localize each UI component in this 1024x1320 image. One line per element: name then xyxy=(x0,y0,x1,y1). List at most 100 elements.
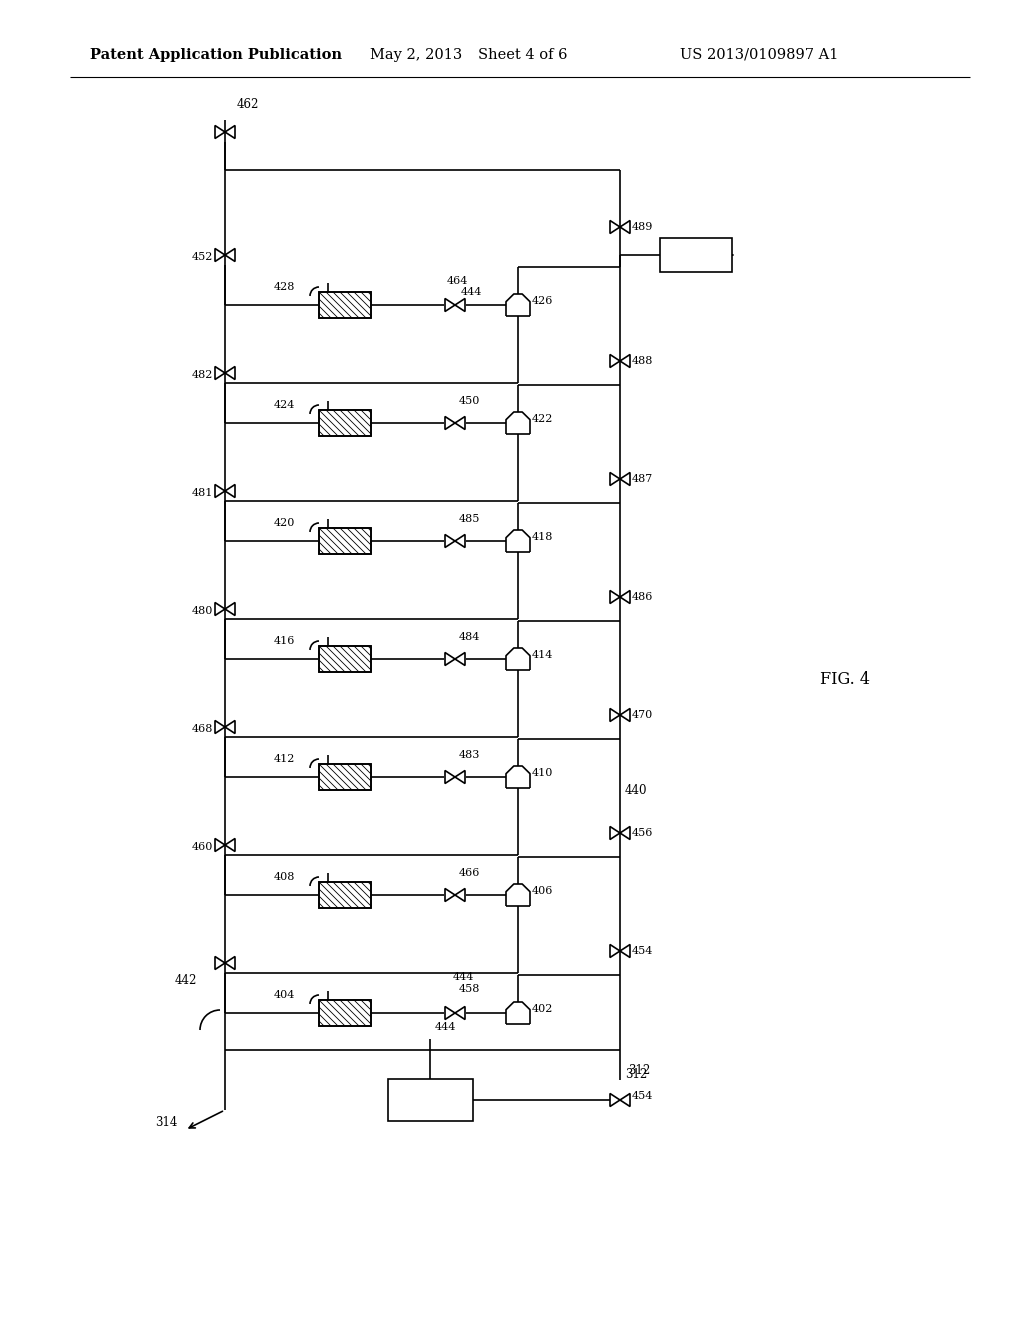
Polygon shape xyxy=(225,248,234,261)
Polygon shape xyxy=(225,721,234,734)
Polygon shape xyxy=(215,248,225,261)
Bar xyxy=(319,764,371,789)
Polygon shape xyxy=(610,826,620,840)
Polygon shape xyxy=(455,298,465,312)
Polygon shape xyxy=(215,721,225,734)
Text: 454: 454 xyxy=(632,946,653,956)
Text: 488: 488 xyxy=(632,356,653,366)
Polygon shape xyxy=(455,652,465,665)
Text: Sheet 4 of 6: Sheet 4 of 6 xyxy=(478,48,567,62)
Text: 444: 444 xyxy=(461,286,482,297)
Polygon shape xyxy=(225,602,234,615)
Polygon shape xyxy=(455,535,465,548)
Bar xyxy=(319,882,371,908)
Polygon shape xyxy=(610,1093,620,1106)
Polygon shape xyxy=(215,484,225,498)
Bar xyxy=(319,645,371,672)
Text: 444: 444 xyxy=(453,972,474,982)
Polygon shape xyxy=(445,298,455,312)
Polygon shape xyxy=(610,709,620,722)
Text: 466: 466 xyxy=(459,869,480,878)
Text: 468: 468 xyxy=(191,723,213,734)
Polygon shape xyxy=(610,945,620,957)
Polygon shape xyxy=(610,590,620,603)
Text: 454: 454 xyxy=(632,1092,653,1101)
Polygon shape xyxy=(215,602,225,615)
Text: 444: 444 xyxy=(435,1022,457,1032)
Text: 456: 456 xyxy=(632,828,653,838)
Text: 440: 440 xyxy=(625,784,647,796)
Text: 483: 483 xyxy=(459,750,480,760)
Polygon shape xyxy=(455,417,465,429)
Text: 486: 486 xyxy=(632,591,653,602)
Polygon shape xyxy=(225,957,234,969)
Polygon shape xyxy=(445,771,455,784)
Polygon shape xyxy=(620,709,630,722)
Text: 426: 426 xyxy=(532,296,553,306)
Text: 404: 404 xyxy=(273,990,295,1001)
Text: 481: 481 xyxy=(191,488,213,498)
Text: 414: 414 xyxy=(532,649,553,660)
Polygon shape xyxy=(215,367,225,380)
Text: 314: 314 xyxy=(155,1115,177,1129)
Text: 442: 442 xyxy=(175,974,197,986)
Text: 458: 458 xyxy=(459,983,480,994)
Polygon shape xyxy=(445,535,455,548)
Text: 406: 406 xyxy=(532,886,553,896)
Text: 424: 424 xyxy=(273,400,295,411)
Polygon shape xyxy=(225,125,234,139)
Text: 487: 487 xyxy=(632,474,653,484)
Polygon shape xyxy=(620,945,630,957)
Text: 450: 450 xyxy=(459,396,480,407)
Text: 418: 418 xyxy=(532,532,553,543)
Text: 489: 489 xyxy=(632,222,653,232)
Polygon shape xyxy=(610,473,620,486)
Text: 460: 460 xyxy=(191,842,213,851)
Bar xyxy=(319,411,371,436)
Polygon shape xyxy=(215,838,225,851)
Polygon shape xyxy=(445,888,455,902)
Polygon shape xyxy=(215,125,225,139)
Polygon shape xyxy=(455,1006,465,1019)
Polygon shape xyxy=(620,473,630,486)
Polygon shape xyxy=(620,1093,630,1106)
Polygon shape xyxy=(620,220,630,234)
Bar xyxy=(319,528,371,554)
Text: 312: 312 xyxy=(628,1064,650,1077)
Polygon shape xyxy=(620,590,630,603)
Polygon shape xyxy=(455,888,465,902)
Text: May 2, 2013: May 2, 2013 xyxy=(370,48,462,62)
Bar xyxy=(319,292,371,318)
Bar xyxy=(660,238,732,272)
Text: 416: 416 xyxy=(273,636,295,645)
Polygon shape xyxy=(620,826,630,840)
Text: 485: 485 xyxy=(459,513,480,524)
Text: 420: 420 xyxy=(273,517,295,528)
Bar xyxy=(319,882,371,908)
Text: 412: 412 xyxy=(273,754,295,764)
Text: 422: 422 xyxy=(532,414,553,424)
Text: 464: 464 xyxy=(419,1101,441,1114)
Polygon shape xyxy=(225,838,234,851)
Bar xyxy=(319,764,371,789)
Polygon shape xyxy=(620,355,630,367)
Text: 484: 484 xyxy=(459,632,480,642)
Text: 312: 312 xyxy=(625,1068,647,1081)
Text: from: from xyxy=(416,1088,444,1101)
Polygon shape xyxy=(215,957,225,969)
Text: 480: 480 xyxy=(191,606,213,616)
Bar xyxy=(319,411,371,436)
Text: FIG. 4: FIG. 4 xyxy=(820,672,870,689)
Polygon shape xyxy=(610,355,620,367)
Bar xyxy=(319,645,371,672)
Polygon shape xyxy=(225,367,234,380)
Text: 452: 452 xyxy=(191,252,213,261)
Polygon shape xyxy=(445,417,455,429)
Text: US 2013/0109897 A1: US 2013/0109897 A1 xyxy=(680,48,839,62)
Text: 470: 470 xyxy=(632,710,653,719)
Bar xyxy=(319,1001,371,1026)
Bar xyxy=(319,292,371,318)
Polygon shape xyxy=(455,771,465,784)
Text: 462: 462 xyxy=(237,99,259,111)
Text: 408: 408 xyxy=(273,873,295,882)
